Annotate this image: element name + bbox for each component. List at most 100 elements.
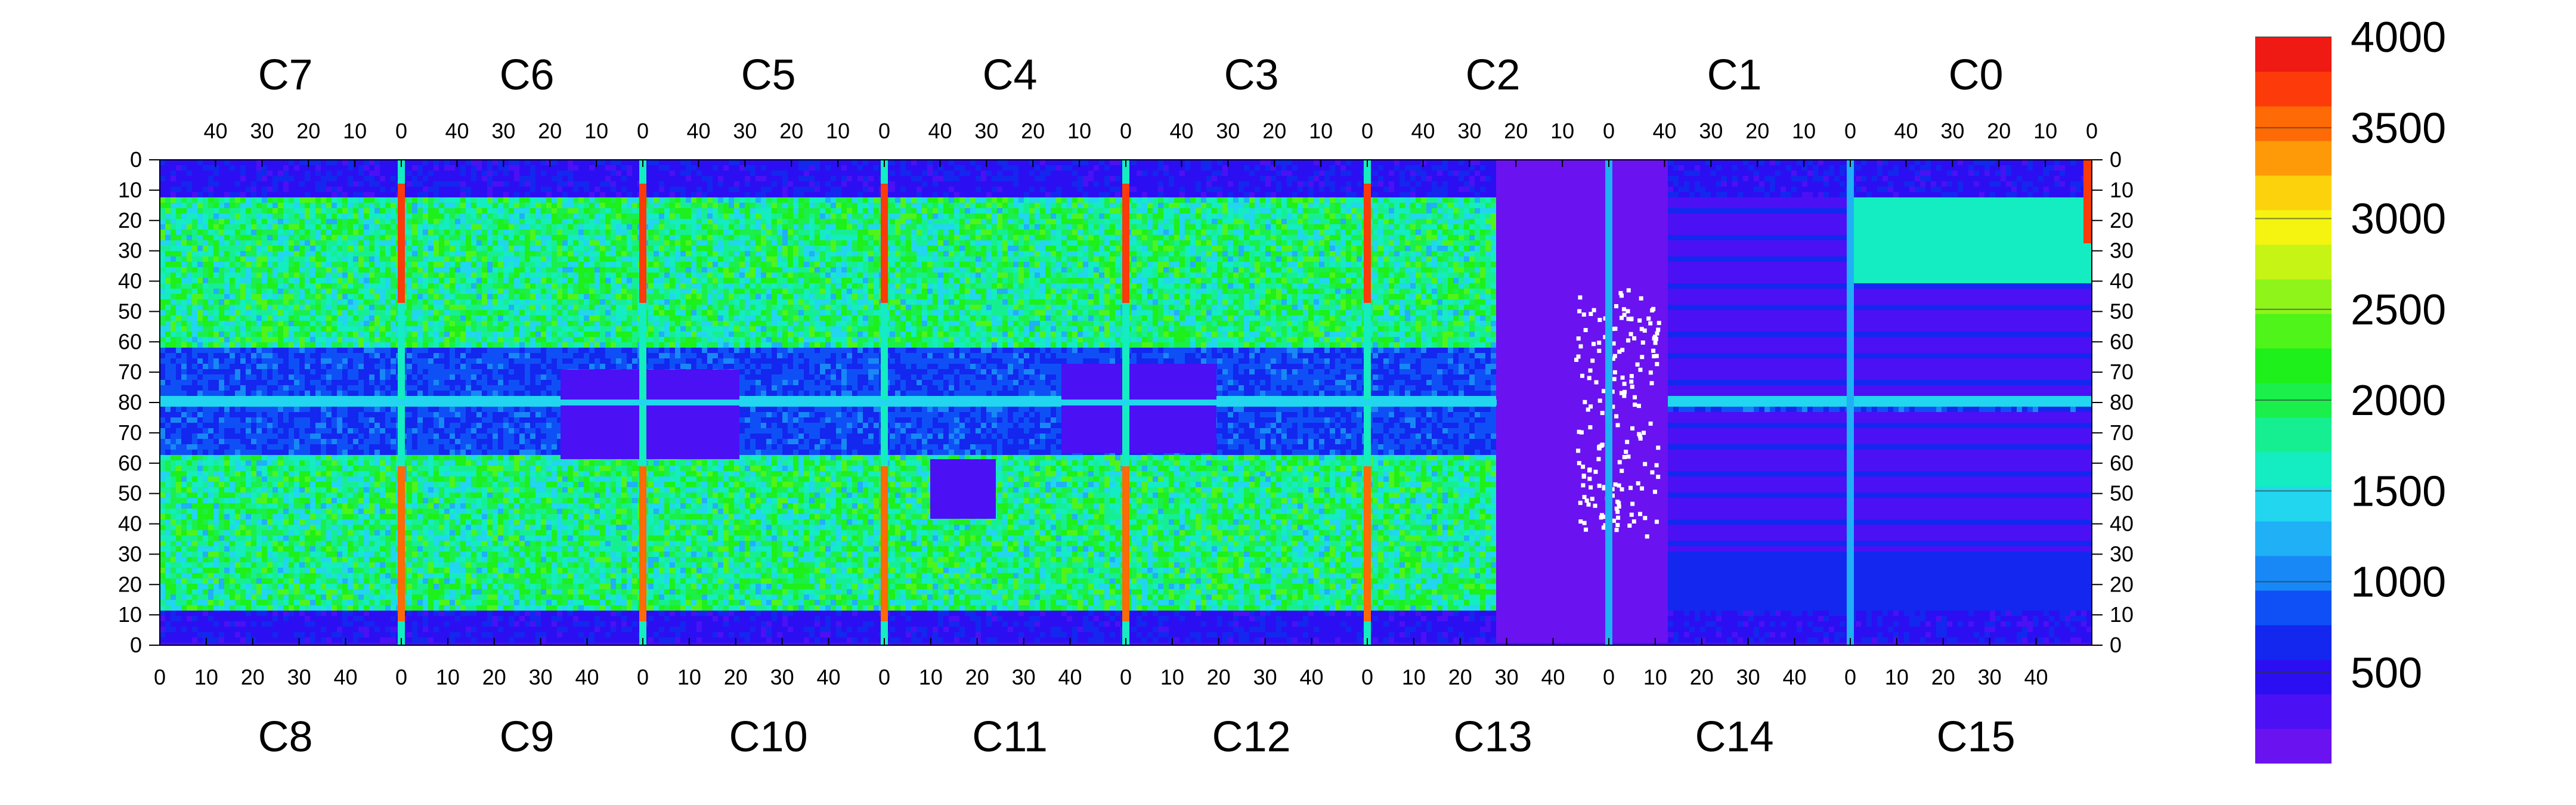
x-tick-top: 20 [1504,119,1528,143]
y-tick-right: 50 [2110,481,2134,506]
y-tick-left: 70 [118,420,142,445]
x-tick-top: 40 [1411,119,1435,143]
y-tick-right: 20 [2110,572,2134,596]
x-tick-bottom: 10 [677,665,701,689]
colorbar-tick-label: 2500 [2351,286,2446,334]
x-tick-top: 20 [1262,119,1286,143]
x-tick-top: 0 [2086,119,2098,143]
y-tick-left: 50 [118,481,142,506]
x-tick-bottom: 20 [1931,665,1955,689]
colorbar-tick-label: 2000 [2351,377,2446,425]
colorbar-segment [2255,175,2332,210]
colorbar-segment [2255,625,2332,660]
x-tick-top: 0 [1844,119,1856,143]
x-tick-top: 40 [686,119,710,143]
x-tick-bottom: 30 [1978,665,2002,689]
colorbar-segment [2255,487,2332,522]
x-tick-bottom: 10 [1402,665,1426,689]
x-tick-top: 10 [1792,119,1816,143]
colorbar-segment [2255,141,2332,176]
chip-label-top: C1 [1707,51,1762,99]
chip-label-top: C2 [1466,51,1521,99]
colorbar-segment [2255,660,2332,695]
y-tick-left: 0 [130,633,142,657]
x-tick-bottom: 20 [1448,665,1472,689]
y-tick-right: 70 [2110,360,2134,384]
y-tick-right: 10 [2110,602,2134,627]
x-tick-top: 0 [1603,119,1615,143]
chip-label-bottom: C8 [258,713,313,761]
colorbar-segment [2255,694,2332,729]
x-tick-top: 40 [1894,119,1918,143]
x-tick-bottom: 40 [334,665,358,689]
y-tick-right: 70 [2110,420,2134,445]
chip-label-bottom: C15 [1937,713,2015,761]
chip-label-bottom: C10 [729,713,808,761]
chip-label-top: C3 [1224,51,1279,99]
x-tick-bottom: 20 [1207,665,1231,689]
x-tick-bottom: 40 [1058,665,1082,689]
x-tick-bottom: 0 [1361,665,1373,689]
x-tick-bottom: 0 [1120,665,1132,689]
colorbar-tick-label: 4000 [2351,14,2446,61]
y-tick-right: 50 [2110,299,2134,323]
y-tick-right: 0 [2110,633,2122,657]
x-tick-top: 40 [203,119,227,143]
x-tick-top: 10 [2033,119,2057,143]
y-tick-left: 10 [118,178,142,202]
x-tick-bottom: 40 [575,665,599,689]
x-tick-top: 10 [826,119,850,143]
x-tick-top: 0 [878,119,890,143]
colorbar-segment [2255,244,2332,280]
y-tick-left: 40 [118,512,142,536]
colorbar-tick-label: 3500 [2351,104,2446,152]
x-tick-bottom: 0 [1603,665,1615,689]
x-tick-bottom: 10 [1885,665,1909,689]
y-tick-left: 80 [118,390,142,414]
x-tick-bottom: 0 [395,665,407,689]
x-tick-bottom: 30 [1736,665,1760,689]
x-tick-bottom: 30 [1012,665,1036,689]
y-tick-right: 80 [2110,390,2134,414]
y-tick-left: 20 [118,572,142,596]
x-tick-top: 40 [1169,119,1193,143]
x-tick-bottom: 20 [724,665,748,689]
y-tick-left: 60 [118,329,142,354]
colorbar-segment [2255,417,2332,453]
x-tick-top: 30 [250,119,274,143]
colorbar-segment [2255,72,2332,107]
y-tick-left: 50 [118,299,142,323]
colorbar-segment [2255,521,2332,556]
y-tick-right: 60 [2110,451,2134,475]
colorbar-segment [2255,210,2332,245]
y-tick-left: 20 [118,208,142,233]
y-tick-right: 10 [2110,178,2134,202]
x-tick-top: 20 [779,119,803,143]
colorbar-segment [2255,590,2332,626]
chip-label-top: C5 [741,51,796,99]
x-tick-top: 30 [491,119,515,143]
colorbar-segment [2255,556,2332,591]
y-tick-left: 60 [118,451,142,475]
y-tick-right: 40 [2110,512,2134,536]
x-tick-top: 10 [584,119,608,143]
x-tick-bottom: 40 [2024,665,2048,689]
chip-label-bottom: C14 [1695,713,1774,761]
colorbar-segment [2255,37,2332,72]
y-tick-right: 40 [2110,269,2134,293]
y-tick-left: 30 [118,541,142,566]
colorbar-segment [2255,452,2332,487]
colorbar-segment [2255,314,2332,349]
x-tick-bottom: 10 [1643,665,1667,689]
x-tick-top: 30 [733,119,757,143]
x-tick-bottom: 30 [287,665,311,689]
chip-label-bottom: C9 [500,713,555,761]
x-tick-top: 20 [1987,119,2011,143]
x-tick-bottom: 0 [878,665,890,689]
x-tick-top: 20 [296,119,320,143]
x-tick-top: 40 [1652,119,1676,143]
y-tick-left: 30 [118,239,142,263]
